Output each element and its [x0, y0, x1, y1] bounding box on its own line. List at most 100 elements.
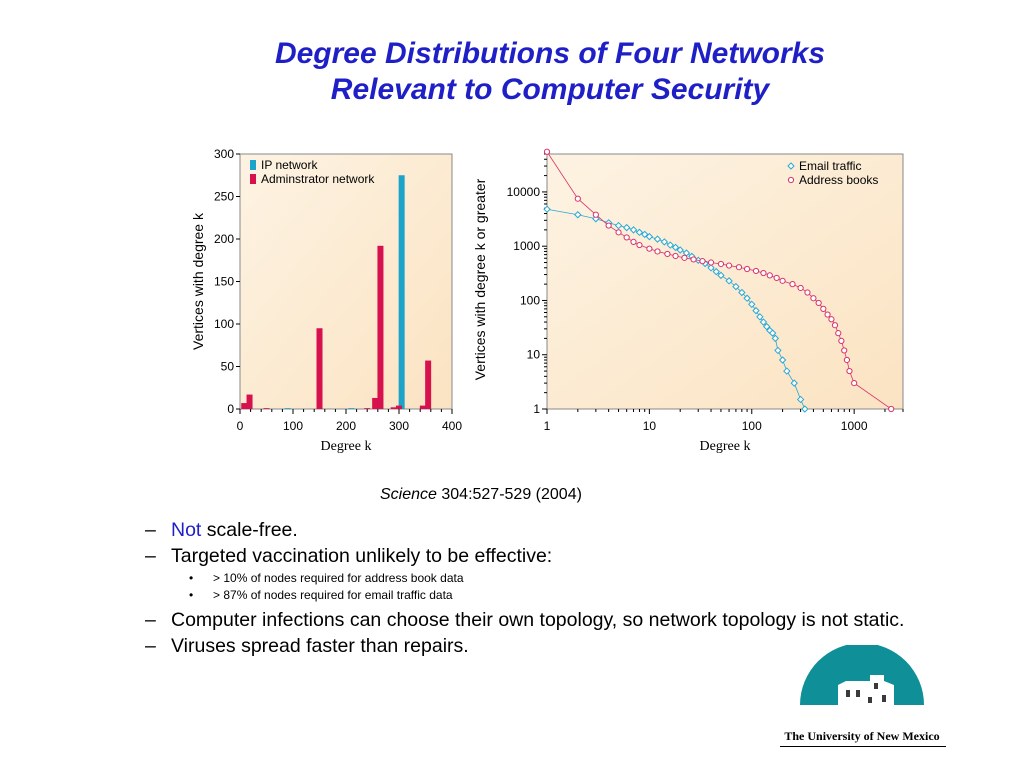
address-books-point [574, 195, 581, 202]
email-traffic-point [671, 243, 680, 252]
email-traffic-point [783, 367, 791, 375]
address-books-point [646, 245, 653, 252]
address-books-point [851, 380, 858, 387]
x-tick-label: 100 [283, 419, 303, 433]
address-books-point [630, 238, 637, 246]
y-tick-label: 200 [214, 232, 234, 246]
dash-icon: – [145, 519, 156, 541]
cumulative-degree-chart: 1 10 100 1000 10000 1 10 100 1000 Email traffic Ad… [468, 140, 908, 465]
address-books-point [779, 277, 786, 284]
email-traffic-point [676, 246, 684, 254]
administrator-network-bar [372, 397, 379, 409]
email-traffic-line [546, 208, 806, 410]
address-books-point [810, 295, 817, 302]
y-axis-title: Vertices with degree k or greater [472, 178, 488, 380]
ip-network-bar [284, 408, 291, 409]
email-traffic-point [774, 346, 782, 355]
address-books-point [766, 272, 773, 279]
email-traffic-point [543, 205, 551, 213]
administrator-network-bar [377, 245, 384, 409]
legend-label: Adminstrator network [261, 172, 375, 186]
address-books-point [543, 148, 551, 155]
address-books-point [717, 260, 725, 268]
x-tick-label: 100 [742, 419, 762, 433]
dash-icon: – [145, 609, 156, 631]
slide-title: Degree Distributions of Four Networks Re… [150, 36, 950, 108]
email-traffic-point [771, 334, 780, 343]
email-traffic-point [778, 356, 787, 364]
y-axis-title: Vertices with degree k [190, 212, 206, 350]
email-traffic-point [707, 264, 715, 272]
y-tick-label: 150 [214, 275, 234, 289]
administrator-network-bar [419, 405, 426, 409]
y-tick-label: 1 [533, 402, 540, 416]
administrator-network-bar [246, 394, 253, 409]
ip-network-bar [398, 175, 405, 409]
email-traffic-point [768, 329, 777, 337]
y-tick-label: 100 [520, 293, 540, 307]
title-line-1: Degree Distributions of Four Networks [274, 37, 826, 70]
logo-text: The University of New Mexico [784, 729, 940, 743]
address-books-point [789, 281, 796, 288]
address-books-point [846, 367, 853, 375]
bullet-computer-infections: – Computer infections can choose their o… [145, 608, 975, 632]
administrator-network-bar [425, 360, 432, 409]
email-traffic-point [801, 405, 809, 413]
email-traffic-point [640, 230, 649, 239]
bullet-list: – Not scale-free. – Targeted vaccination… [145, 518, 975, 660]
address-books-point [820, 305, 827, 312]
y-tick-label: 50 [221, 360, 235, 374]
bullet-not-scale-free: – Not scale-free. [145, 518, 975, 542]
dash-icon: – [145, 545, 156, 567]
address-books-point [804, 289, 811, 296]
email-traffic-point [653, 235, 662, 243]
title-line-2: Relevant to Computer Security [330, 73, 770, 106]
address-books-point [841, 347, 848, 354]
degree-bar-chart: 0 50 100 150 200 250 300 0 100 200 300 400 IP networ… [185, 140, 470, 465]
bullet-dot-icon: • [189, 571, 194, 585]
y-tick-label: 10 [527, 348, 541, 362]
administrator-network-bar [316, 328, 323, 409]
sub-bullet-email-traffic: • > 87% of nodes required for email traf… [145, 587, 975, 604]
bullet-text: Computer infections can choose their own… [171, 609, 905, 631]
legend-marker [787, 176, 795, 184]
email-traffic-point [763, 322, 771, 331]
address-books-point [743, 265, 751, 273]
bullet-text: Targeted vaccination unlikely to be effe… [171, 545, 553, 567]
logo-divider [780, 746, 946, 747]
email-traffic-point [743, 294, 751, 302]
university-logo: The University of New Mexico [776, 643, 948, 753]
address-books-point [707, 259, 715, 266]
email-traffic-point [660, 238, 669, 246]
address-books-point [815, 299, 822, 307]
citation-volume: 304:527-529 (2004) [436, 486, 582, 503]
bullet-viruses-spread: – Viruses spread faster than repairs. [145, 634, 975, 658]
administrator-network-bar [364, 408, 371, 409]
x-axis-title: Degree k [321, 439, 372, 454]
email-traffic-point [629, 226, 638, 234]
email-traffic-point [759, 318, 768, 326]
plot-area [239, 153, 453, 410]
x-tick-label: 10 [643, 419, 657, 433]
degree-bar-chart-svg: 0 50 100 150 200 250 300 0 100 200 300 400 IP networ… [190, 147, 462, 454]
x-tick-label: 200 [336, 419, 356, 433]
bullet-dot-icon: • [189, 588, 194, 602]
address-books-point [760, 269, 767, 277]
x-tick-label: 1000 [841, 419, 868, 433]
x-tick-label: 400 [442, 419, 462, 433]
y-tick-label: 100 [214, 317, 234, 331]
bullet-text: scale-free. [201, 519, 298, 541]
bullet-targeted-vaccination: – Targeted vaccination unlikely to be ef… [145, 544, 975, 568]
y-tick-label: 10000 [507, 185, 541, 199]
email-traffic-point [748, 300, 756, 309]
bullet-text: Viruses spread faster than repairs. [171, 635, 469, 657]
address-books-point [752, 267, 760, 275]
y-tick-label: 300 [214, 147, 234, 161]
administrator-network-bar [390, 407, 397, 409]
email-traffic-point [725, 277, 733, 285]
dash-icon: – [145, 635, 156, 657]
address-books-point [828, 316, 835, 323]
cumulative-degree-chart-svg: 1 10 100 1000 10000 1 10 100 1000 Email trafficAd… [472, 148, 904, 454]
address-books-point [725, 262, 733, 269]
email-traffic-point [717, 271, 725, 280]
